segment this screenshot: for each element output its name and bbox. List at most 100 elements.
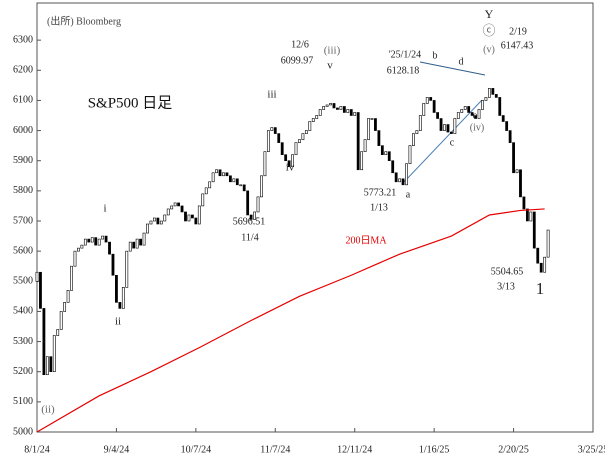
candle — [415, 130, 419, 134]
candle — [525, 208, 529, 222]
candle — [270, 127, 274, 131]
candle — [42, 308, 46, 376]
candle — [246, 190, 250, 216]
candle — [118, 302, 122, 309]
candle — [498, 97, 502, 116]
candle — [222, 172, 225, 177]
candle — [477, 109, 481, 119]
annotation: Y — [485, 7, 494, 21]
candle — [508, 130, 512, 143]
candle — [512, 142, 515, 174]
annotation: (iv) — [470, 122, 484, 133]
annotation: 6099.97 — [281, 55, 314, 66]
candle — [70, 265, 73, 291]
y-tick-label: 5900 — [13, 155, 33, 166]
candle — [194, 217, 198, 225]
annotation: 3/13 — [497, 281, 515, 292]
x-tick-label: 2/20/25 — [498, 444, 529, 455]
y-tick-label: 6300 — [13, 34, 33, 45]
candle — [170, 205, 174, 210]
candle — [301, 133, 305, 140]
candle — [239, 184, 243, 187]
candle — [263, 151, 267, 177]
candle — [204, 187, 208, 195]
candle — [484, 97, 488, 101]
candle — [201, 193, 205, 207]
annotation: 5696.51 — [233, 216, 266, 227]
y-tick-label: 5800 — [13, 185, 33, 196]
x-tick-label: 9/4/24 — [104, 444, 130, 455]
candle — [94, 237, 98, 246]
annotation: d — [459, 56, 464, 67]
candle — [108, 241, 111, 255]
candle — [412, 133, 415, 146]
annotation: 5773.21 — [364, 187, 397, 198]
candle — [256, 196, 260, 213]
candle — [436, 112, 439, 119]
candle — [208, 181, 212, 189]
candle — [266, 130, 270, 152]
candle — [132, 241, 136, 249]
candle — [446, 124, 450, 133]
annotation: iv — [286, 162, 295, 174]
annotation: b — [433, 50, 438, 61]
candle — [253, 211, 256, 220]
candle — [422, 103, 426, 116]
candle — [336, 107, 339, 110]
annotation: v — [327, 60, 333, 72]
candle — [235, 178, 239, 186]
candle — [460, 109, 464, 113]
candle — [273, 127, 277, 134]
candle — [180, 205, 184, 213]
candle — [522, 196, 526, 210]
annotation: (出所) Bloomberg — [47, 14, 121, 27]
annotation: 12/6 — [291, 39, 309, 50]
y-tick-label: 5000 — [13, 426, 33, 437]
candle — [77, 247, 80, 252]
candle — [342, 106, 346, 113]
annotation: c — [450, 137, 455, 148]
annotation: 1 — [536, 279, 545, 298]
candle — [177, 202, 180, 207]
candle — [115, 274, 118, 303]
candle — [211, 172, 215, 183]
annotation: '25/1/24 — [389, 49, 421, 60]
candle — [146, 223, 149, 234]
candle — [481, 100, 484, 110]
x-tick-label: 11/7/24 — [260, 444, 290, 455]
candle — [90, 237, 94, 243]
candle — [228, 175, 232, 183]
candle — [425, 97, 429, 104]
candle — [294, 142, 298, 155]
candle — [405, 163, 408, 186]
annotation: 11/4 — [241, 232, 258, 243]
candle — [429, 97, 433, 101]
candle — [363, 139, 367, 152]
candle — [450, 131, 453, 134]
candle — [318, 109, 322, 116]
candle — [536, 247, 540, 264]
candle — [149, 220, 153, 225]
candle — [218, 169, 222, 177]
candle — [394, 172, 398, 183]
y-tick-label: 5400 — [13, 306, 33, 317]
candle — [111, 253, 115, 276]
y-tick-label: 6200 — [13, 65, 33, 76]
candle — [432, 100, 436, 113]
annotation: (iii) — [324, 45, 341, 57]
y-tick-label: 5200 — [13, 366, 33, 377]
candle — [135, 238, 139, 249]
candle — [153, 217, 156, 222]
trend-line — [419, 61, 486, 76]
candle — [291, 154, 294, 168]
candle — [80, 244, 84, 249]
x-tick-label: 8/1/24 — [24, 444, 50, 455]
candle — [456, 112, 460, 119]
annotation: 6128.18 — [387, 65, 420, 76]
candle — [467, 106, 471, 113]
candle — [384, 151, 388, 155]
candle — [52, 335, 56, 373]
candle — [349, 109, 353, 116]
annotation: iii — [267, 89, 276, 101]
candle — [325, 104, 329, 107]
